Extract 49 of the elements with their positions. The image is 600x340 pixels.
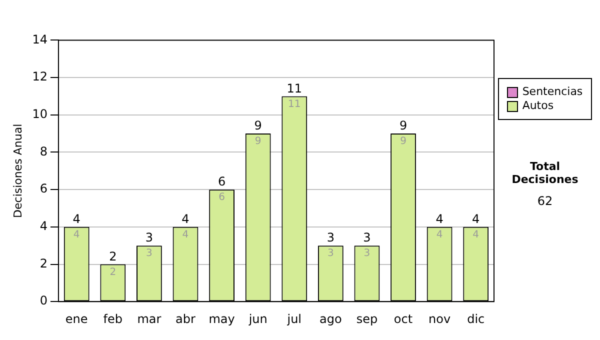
total-label: 4	[72, 212, 80, 226]
data-label: 2	[110, 266, 116, 278]
x-tick-label: sep	[356, 312, 378, 326]
y-tick-label: 14	[32, 32, 48, 46]
data-label: 4	[436, 230, 443, 241]
x-tick-label: may	[208, 312, 235, 326]
data-label: 9	[400, 136, 406, 148]
x-tick-label: ago	[320, 312, 342, 326]
legend-label: Sentencias	[522, 85, 583, 99]
data-label: 3	[364, 248, 370, 260]
total-label: 4	[472, 212, 480, 226]
total-label: 4	[436, 212, 444, 226]
x-tick-label: dic	[467, 312, 485, 326]
y-tick-label: 4	[40, 219, 48, 234]
y-tick-label: 8	[40, 144, 48, 158]
total-label: 3	[326, 230, 334, 245]
x-tick-label: nov	[428, 312, 451, 326]
y-tick-label: 0	[40, 294, 48, 308]
total-label: 3	[363, 230, 371, 245]
y-tick-label: 6	[40, 182, 48, 196]
total-label: 9	[254, 118, 262, 133]
y-tick-label: 10	[32, 107, 48, 122]
total-label: 3	[145, 230, 154, 245]
total-label: 2	[109, 249, 117, 264]
total-label: 4	[182, 212, 190, 226]
x-tick-label: jul	[286, 312, 302, 326]
x-tick-label: mar	[137, 312, 162, 326]
data-label: 9	[254, 136, 262, 148]
total-label: 11	[286, 81, 302, 96]
x-tick-label: jun	[248, 312, 268, 326]
x-tick-label: abr	[176, 312, 196, 326]
total-label: 6	[218, 174, 226, 189]
data-label: 6	[218, 192, 225, 204]
x-tick-label: feb	[103, 312, 123, 326]
data-label: 11	[288, 98, 301, 110]
text: Total Decisiones	[510, 160, 580, 186]
data-label: 3	[146, 248, 152, 260]
y-tick-label: 2	[40, 256, 48, 270]
text: 62	[536, 194, 554, 208]
x-tick-label: ene	[65, 312, 88, 326]
y-axis-title: Decisiones Anual	[11, 124, 24, 218]
total-label: 9	[399, 118, 408, 133]
x-tick-label: oct	[394, 312, 413, 326]
y-tick-label: 12	[32, 70, 48, 84]
legend-label: Autos	[522, 99, 554, 113]
data-label: 3	[327, 248, 334, 260]
data-label: 4	[182, 230, 189, 241]
data-label: 4	[73, 230, 80, 241]
data-label: 4	[472, 230, 480, 241]
